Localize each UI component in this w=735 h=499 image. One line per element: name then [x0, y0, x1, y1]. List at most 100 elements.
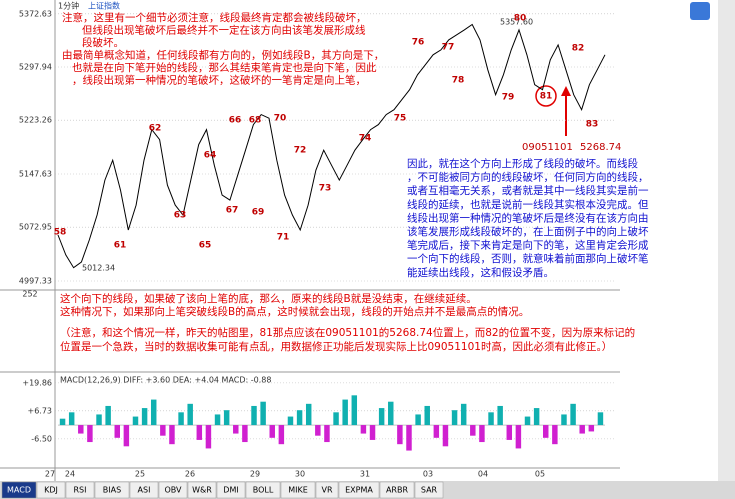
x-tick-label: 05 [535, 470, 545, 479]
tab-label[interactable]: W&R [192, 486, 212, 495]
macd-bar [105, 405, 111, 426]
x-tick-label: 04 [478, 470, 488, 479]
annotation-text: 能延续出线段，这和假设矛盾。 [407, 266, 554, 279]
tab-label[interactable]: MACD [7, 486, 31, 495]
wave-label: 66 [229, 116, 242, 126]
y-tick-label: 5072.95 [19, 223, 52, 232]
macd-bar [570, 403, 576, 426]
wave-label: 68 [249, 116, 262, 126]
tab[interactable] [280, 481, 316, 499]
y-tick-label: 5147.63 [19, 170, 52, 179]
highlight-circle [535, 85, 557, 107]
x-tick-label: 03 [423, 470, 433, 479]
tab-label[interactable]: SAR [421, 486, 438, 495]
tab-label[interactable]: EXPMA [345, 486, 373, 495]
macd-bar [442, 425, 449, 447]
macd-bar [406, 425, 412, 451]
separator-label: 252 [22, 290, 37, 299]
macd-bar [178, 412, 184, 426]
high-label: 5357.60 [500, 18, 533, 27]
macd-bar [205, 425, 212, 449]
tab[interactable] [94, 481, 130, 499]
tab[interactable] [36, 481, 66, 499]
wave-label: 82 [572, 44, 585, 54]
macd-bar [187, 403, 193, 426]
macd-bar [433, 425, 440, 438]
macd-bar [424, 405, 430, 426]
window-icon[interactable] [690, 2, 710, 20]
tab[interactable] [158, 481, 188, 499]
wave-label: 72 [294, 146, 307, 156]
tab[interactable] [216, 481, 246, 499]
macd-bar [524, 416, 531, 426]
tab-label[interactable]: MIKE [288, 486, 308, 495]
tab-label[interactable]: VR [321, 486, 332, 495]
macd-bar [150, 399, 157, 426]
tab-label[interactable]: KDJ [44, 486, 58, 495]
tab[interactable] [315, 481, 339, 499]
wave-label: 73 [319, 184, 332, 194]
macd-bar [278, 425, 285, 445]
macd-bar [324, 425, 330, 443]
macd-bar [415, 414, 421, 426]
macd-bar [114, 425, 120, 438]
macd-bar [378, 408, 385, 426]
annotation-text: ，线段出现第一种情况的笔破坏，这破坏的一笔肯定是向上笔， [62, 74, 366, 87]
macd-bar [305, 403, 312, 426]
macd-bar [543, 425, 549, 438]
wave-label: 78 [452, 76, 465, 86]
y-tick-label: -6.50 [31, 434, 52, 443]
macd-bar [333, 412, 339, 426]
tab-label[interactable]: DMI [223, 486, 238, 495]
macd-bar [196, 425, 203, 440]
macd-bar [132, 416, 139, 426]
tab-label[interactable]: ASI [138, 486, 151, 495]
macd-bar [269, 425, 275, 438]
tab-label[interactable]: ARBR [386, 486, 409, 495]
macd-bar [351, 395, 358, 426]
macd-bar [488, 412, 494, 426]
tab[interactable] [187, 481, 217, 499]
annotation-text: 线段的延续，也就是说前一线段其实根本没完成。但 [407, 198, 649, 211]
tab[interactable] [1, 481, 37, 499]
macd-bar [506, 425, 513, 440]
macd-bar [287, 416, 294, 426]
tab[interactable] [245, 481, 281, 499]
macd-bar [214, 414, 221, 426]
macd-bar [360, 425, 367, 434]
macd-bar [251, 405, 257, 426]
y-tick-label: 5297.94 [19, 62, 52, 71]
macd-bar [479, 425, 485, 443]
tab[interactable] [129, 481, 159, 499]
tab[interactable] [379, 481, 415, 499]
wave-label: 79 [502, 93, 515, 103]
macd-bar [342, 399, 348, 426]
macd-bar [515, 425, 522, 449]
annotation-text: 位置是一个急跌，当时的数据收集可能有点乱，用数据修正功能后发现实际上比09051… [60, 340, 612, 353]
tab[interactable] [65, 481, 95, 499]
wave-label: 80 [514, 14, 527, 24]
tab-label[interactable]: OBV [164, 486, 182, 495]
marker-price: 5268.74 [580, 142, 621, 153]
tab-label[interactable]: RSI [74, 486, 87, 495]
wave-label: 64 [204, 151, 217, 161]
macd-bar [141, 408, 148, 426]
tab[interactable] [338, 481, 380, 499]
macd-bar [579, 425, 585, 434]
x-tick-label: 26 [185, 470, 195, 479]
macd-bar [397, 425, 403, 445]
macd-bar [497, 405, 503, 426]
price-line [57, 23, 606, 269]
tab-label[interactable]: BIAS [103, 486, 121, 495]
scrollbar [718, 0, 735, 481]
annotation-text: 线段出现第一种情况的笔破坏后是终没有在该方向由 [407, 211, 649, 224]
macd-bar [233, 425, 239, 434]
macd-bar [552, 425, 558, 445]
macd-bar [260, 401, 266, 426]
wave-label: 67 [226, 206, 239, 216]
annotation-text: 但线段出现笔破坏后最终并不一定在该方向由该笔发展形成线 [62, 24, 366, 37]
tab-label[interactable]: BOLL [253, 486, 274, 495]
wave-label: 77 [442, 43, 455, 53]
tab[interactable] [414, 481, 444, 499]
